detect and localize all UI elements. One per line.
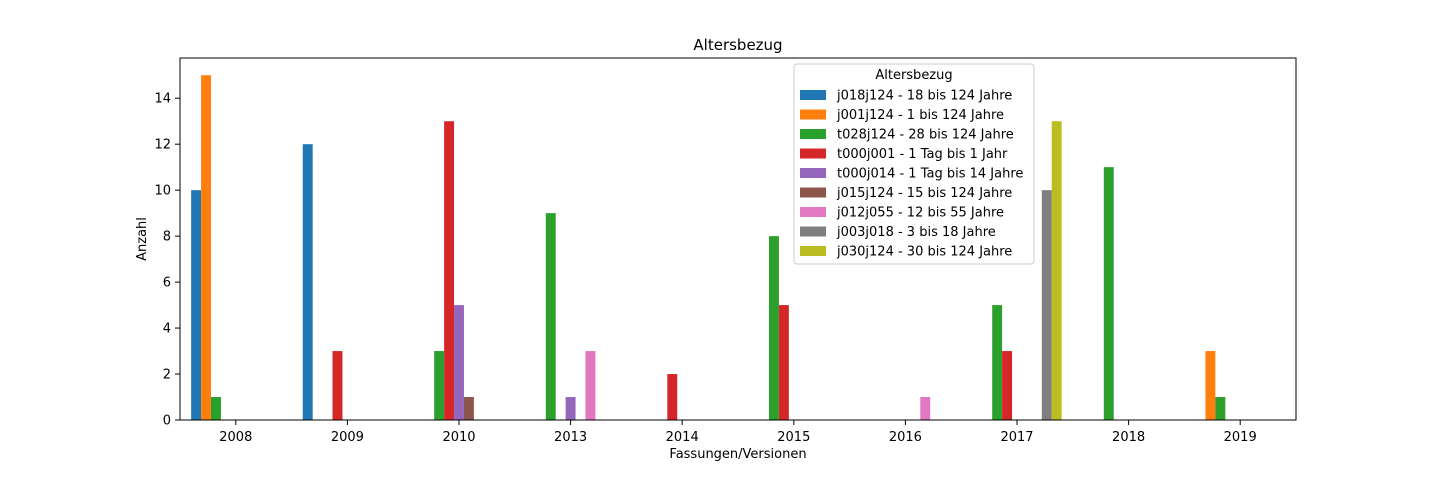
bar-2013-series-4 <box>565 397 576 420</box>
y-axis: 0 2 4 6 8 10 12 14 <box>154 92 180 429</box>
legend-swatch <box>800 187 826 198</box>
x-tick-label: 2015 <box>777 430 810 445</box>
legend: Altersbezug j018j124 - 18 bis 124 Jahrej… <box>793 63 1035 265</box>
bar-2009-series-0 <box>302 144 313 420</box>
legend-swatch <box>800 90 826 100</box>
bar-2010-series-2 <box>434 351 445 420</box>
x-tick-label: 2016 <box>889 430 922 445</box>
bar-2010-series-5 <box>463 397 474 420</box>
x-axis-label: Fassungen/Versionen <box>669 447 806 462</box>
bar-2010-series-3 <box>444 121 455 421</box>
legend-swatch <box>800 109 826 120</box>
legend-items: j018j124 - 18 bis 124 Jahre j001j124 - 1 … <box>800 89 1023 260</box>
bars <box>191 75 1226 421</box>
legend-entry: t028j124 - 28 bis 124 Jahre <box>837 128 1014 143</box>
bar-2016-series-6 <box>920 397 931 420</box>
legend-entry: j015j124 - 15 bis 124 Jahre <box>836 186 1012 201</box>
y-tick-label: 8 <box>163 230 171 245</box>
bar-2015-series-3 <box>778 305 789 420</box>
bar-2019-series-2 <box>1215 397 1226 420</box>
y-tick-label: 0 <box>163 414 171 429</box>
y-tick-label: 12 <box>154 138 171 153</box>
legend-swatch <box>800 207 826 217</box>
legend-entry: j012j055 - 12 bis 55 Jahre <box>836 206 1004 221</box>
y-tick-label: 2 <box>163 368 171 383</box>
y-tick-label: 10 <box>154 184 171 199</box>
legend-box <box>793 63 1035 265</box>
x-tick-label: 2009 <box>331 430 364 445</box>
bar-2019-series-1 <box>1205 351 1216 420</box>
bar-2013-series-6 <box>585 351 596 420</box>
legend-swatch <box>800 129 826 139</box>
bar-2008-series-0 <box>191 190 202 420</box>
x-tick-label: 2018 <box>1112 430 1145 445</box>
legend-title: Altersbezug <box>875 68 952 83</box>
x-tick-label: 2019 <box>1224 430 1257 445</box>
bar-2009-series-3 <box>332 351 343 420</box>
legend-swatch <box>800 226 826 237</box>
y-tick-label: 14 <box>154 92 171 107</box>
bar-2017-series-8 <box>1051 121 1062 421</box>
legend-entry: j030j124 - 30 bis 124 Jahre <box>836 245 1012 260</box>
bar-2008-series-1 <box>201 75 211 421</box>
bar-2010-series-4 <box>454 305 464 420</box>
legend-entry: j003j018 - 3 bis 18 Jahre <box>836 225 996 240</box>
x-tick-label: 2013 <box>554 430 587 445</box>
bar-2015-series-2 <box>769 236 779 420</box>
legend-entry: j018j124 - 18 bis 124 Jahre <box>836 89 1012 104</box>
plot-frame <box>179 57 1297 421</box>
bar-2008-series-2 <box>211 397 221 420</box>
chart-title: Altersbezug <box>693 36 782 54</box>
bar-2018-series-2 <box>1103 167 1114 420</box>
y-axis-label: Anzahl <box>135 217 150 261</box>
legend-swatch <box>800 148 826 159</box>
legend-entry: j001j124 - 1 bis 124 Jahre <box>836 108 1004 123</box>
x-tick-label: 2010 <box>442 430 475 445</box>
bar-2014-series-3 <box>667 374 678 420</box>
legend-entry: t000j001 - 1 Tag bis 1 Jahr <box>837 147 1008 162</box>
legend-swatch <box>800 168 826 178</box>
y-tick-label: 6 <box>163 276 171 291</box>
bar-2013-series-2 <box>545 213 556 420</box>
y-tick-label: 4 <box>163 322 171 337</box>
x-axis: 2008 2009 2010 2013 2014 2015 2016 2017 2018 2019 <box>219 420 1257 445</box>
x-tick-label: 2008 <box>219 430 252 445</box>
bar-2017-series-2 <box>992 305 1003 420</box>
bar-2017-series-7 <box>1041 190 1052 420</box>
x-tick-label: 2014 <box>666 430 699 445</box>
legend-entry: t000j014 - 1 Tag bis 14 Jahre <box>837 167 1023 182</box>
legend-swatch <box>800 246 826 256</box>
x-tick-label: 2017 <box>1000 430 1033 445</box>
bar-2017-series-3 <box>1002 351 1013 420</box>
